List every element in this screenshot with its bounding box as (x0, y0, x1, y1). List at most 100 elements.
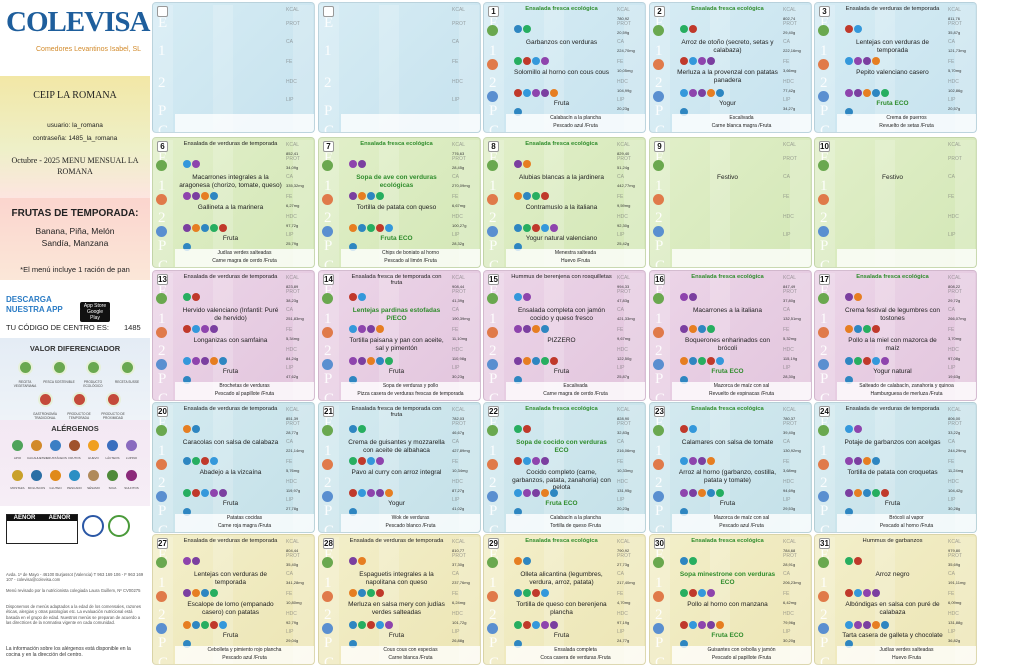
dinner-suggestion: Mazorca de maíz con sal Revuelto de espin… (672, 382, 811, 400)
nutrition-value-fe: 5,32mg (783, 336, 797, 341)
dessert-dish: Yogur natural (873, 368, 912, 375)
nutrition-panel: KCAL 810,77 PROT 37,30g CA 237,76mg FE 6,24mg HD… (450, 535, 480, 644)
eco-product-icon (653, 425, 664, 436)
course-letter: P (655, 635, 664, 651)
allergen-icon (854, 25, 862, 33)
nutrition-value-fe: 6,67mg (452, 203, 466, 208)
nutrition-value-hdc: 77,42g (783, 88, 796, 93)
dinner-line-1: Wok de verduras (391, 515, 430, 521)
allergen-caption: PESCADO (67, 486, 82, 490)
nutrition-value-ca: 206,23mg (783, 580, 801, 585)
nutrition-value-prot: 29,72g (948, 298, 961, 303)
school-name: CEIP LA ROMANA (33, 90, 117, 101)
allergen-icon (514, 357, 522, 365)
nutrition-label-hdc: HDC (286, 611, 297, 617)
nutrition-value-kcal: 804,44 (286, 548, 299, 553)
nutrition-value-ca: 341,28mg (286, 580, 304, 585)
allergen-icon (716, 489, 724, 497)
nutrition-value-ca: 427,89mg (452, 448, 470, 453)
allergen-caption: FRUTOS (68, 456, 81, 460)
eco-product-icon (487, 557, 498, 568)
allergen-icon (541, 57, 549, 65)
google-play-button[interactable]: Google Play (80, 306, 110, 324)
course-letter: 1 (324, 311, 332, 327)
course-letter: 2 (324, 343, 332, 359)
nutrition-value-lip: 36,82g (948, 638, 961, 643)
nutrition-value-ca: 421,33mg (617, 316, 635, 321)
allergen-icon (376, 325, 384, 333)
allergen-icon (107, 440, 118, 451)
course-letter: E (158, 150, 168, 166)
day-number: 21 (323, 406, 334, 417)
nutrition-label-prot: PROT (452, 289, 466, 295)
allergen-caption: MOSTAZA (10, 486, 25, 490)
first-course-dish: Arroz negro (875, 571, 910, 578)
fork-icon (818, 327, 829, 338)
nutrition-label-prot: PROT (286, 21, 300, 27)
nutrition-value-lip: 25,79g (286, 241, 299, 246)
nutrition-label-lip: LIP (948, 497, 956, 503)
nutrition-value-ca: 224,70mg (617, 48, 635, 53)
allergen-icons-row (514, 589, 549, 598)
allergen-icon (107, 470, 118, 481)
allergen-icon (385, 224, 393, 232)
allergen-icon (680, 621, 688, 629)
allergen-icon (872, 489, 880, 497)
cell-band (544, 405, 564, 532)
allergen-icon (210, 325, 218, 333)
nutrition-label-fe: FE (452, 327, 459, 333)
dessert-dish: Fruta ECO (545, 500, 578, 507)
allergen-icon (532, 357, 540, 365)
allergen-icons-row (349, 192, 384, 201)
valor-badge-icon (85, 360, 101, 375)
lactose-icon (349, 508, 357, 516)
allergen-icon (845, 357, 853, 365)
nutrition-value-kcal: 782,03 (452, 416, 465, 421)
allergen-icons-row (183, 589, 218, 598)
nutrition-value-ca: 222,16mg (783, 48, 801, 53)
dinner-suggestion: Brócoli al vapor Pescado al horno /Fruta (837, 514, 976, 532)
nutrition-label-hdc: HDC (452, 479, 463, 485)
allergen-icon (523, 489, 531, 497)
nutrition-label-ca: CA (948, 307, 955, 313)
nutrition-label-hdc: HDC (286, 347, 297, 353)
nutrition-label-lip: LIP (617, 97, 625, 103)
nutrition-label-kcal: KCAL (617, 275, 631, 281)
first-course-dish: Arroz de otoño (secreto, setas y calabaz… (681, 39, 774, 54)
eco-product-icon (487, 425, 498, 436)
cell-band (955, 405, 975, 532)
nutrition-value-ca: 216,06mg (617, 448, 635, 453)
nutrition-label-kcal: KCAL (286, 539, 300, 545)
second-course-dish: Cocido completo (carne, garbanzos, patat… (512, 469, 611, 491)
nutrition-panel: KCAL 782,03 PROT 46,67g CA 427,89mg FE 10,34mg H… (450, 403, 480, 512)
second-course-dish: Albóndigas en salsa con puré de calabaza (845, 601, 940, 616)
entrada-dish: Ensalada de verduras de temporada (183, 141, 278, 147)
nutrition-value-hdc: 110,98g (452, 356, 467, 361)
dinner-line-2: Pizza casera de verduras frescas de temp… (357, 391, 464, 397)
nutrition-label-ca: CA (286, 571, 293, 577)
nutrition-label-prot: PROT (617, 21, 631, 27)
day-number: 22 (488, 406, 499, 417)
app-store-button[interactable]: App Store (80, 294, 110, 312)
google-play-label: Google Play (80, 308, 110, 322)
nutrition-value-fe: 11,24mg (948, 468, 964, 473)
nutrition-label-lip: LIP (286, 232, 294, 238)
allergen-legend-item: SOJA (103, 468, 122, 490)
lactose-icon (514, 108, 522, 116)
first-course-dish: Garbanzos con verduras (525, 39, 598, 46)
allergen-legend-item: SÉSAMO (84, 468, 103, 490)
allergen-icon (689, 89, 697, 97)
first-course-dish: Espaguetis integrales a la napolitana co… (359, 571, 434, 586)
allergen-icon (210, 489, 218, 497)
allergen-icon (716, 621, 724, 629)
fork-icon (653, 591, 664, 602)
course-letter: P (158, 371, 167, 387)
course-letter: P (158, 238, 167, 254)
course-letter: P (324, 103, 333, 119)
fork-icon (156, 194, 167, 205)
allergen-icons-row (845, 89, 889, 98)
course-letter: 1 (820, 575, 828, 591)
nutrition-value-prot: 28,45g (452, 165, 465, 170)
allergen-icon (872, 57, 880, 65)
nutrition-label-kcal: KCAL (783, 142, 797, 148)
